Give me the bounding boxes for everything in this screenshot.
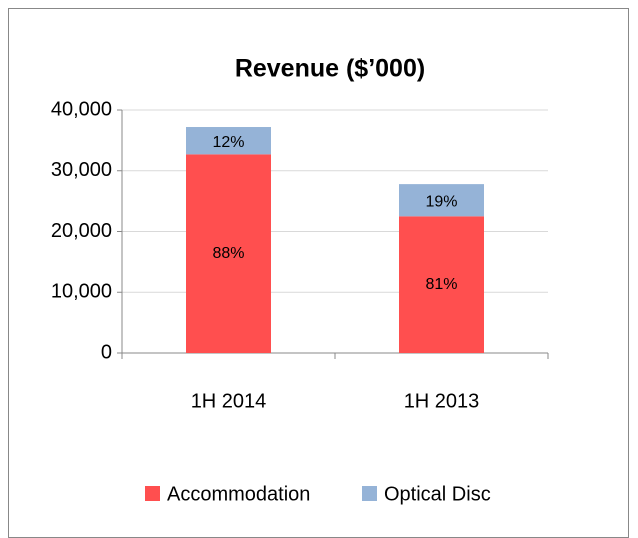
x-tick-label: 1H 2014 [191, 390, 267, 412]
y-tick-label: 0 [101, 341, 112, 363]
chart-border [8, 8, 629, 538]
bar-segment [186, 154, 271, 353]
bar-segment [399, 184, 484, 217]
data-label: 81% [425, 276, 457, 293]
y-tick-label: 30,000 [51, 159, 112, 181]
data-label: 88% [212, 245, 244, 262]
y-tick-label: 40,000 [51, 98, 112, 120]
data-label: 19% [425, 193, 457, 210]
legend-label: Accommodation [167, 483, 310, 505]
legend-label: Optical Disc [384, 483, 491, 505]
bar-segment [399, 216, 484, 353]
x-tick-label: 1H 2013 [404, 390, 480, 412]
y-tick-label: 10,000 [51, 281, 112, 303]
chart-title: Revenue ($’000) [235, 55, 425, 83]
bar-segment [186, 127, 271, 155]
y-tick-label: 20,000 [51, 220, 112, 242]
data-label: 12% [212, 134, 244, 151]
legend-swatch [362, 486, 377, 501]
legend-swatch [145, 486, 160, 501]
